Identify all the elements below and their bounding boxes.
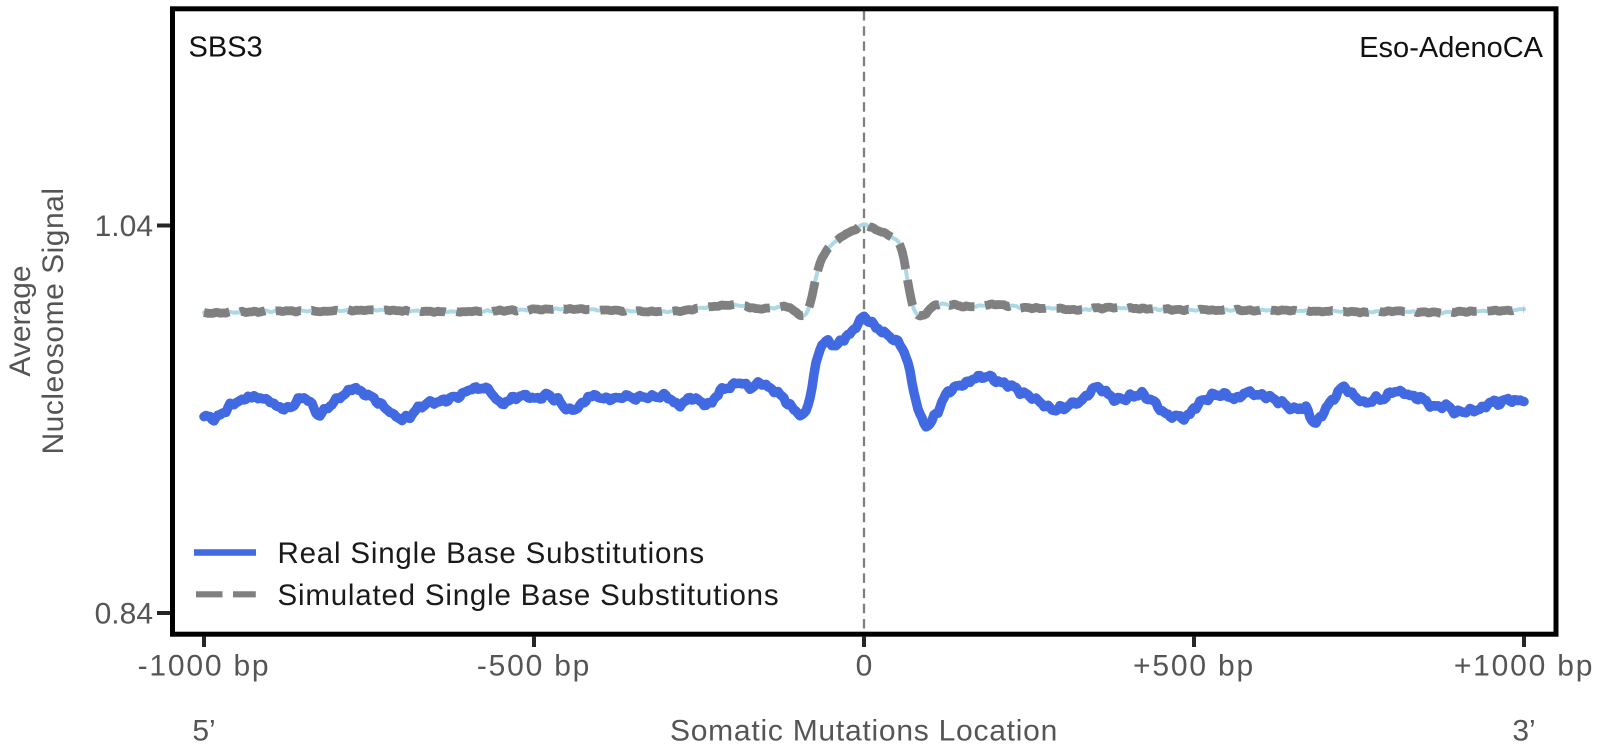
- svg-text:Eso-AdenoCA: Eso-AdenoCA: [1359, 32, 1543, 64]
- svg-text:Somatic Mutations Location: Somatic Mutations Location: [670, 715, 1058, 748]
- svg-text:Simulated Single Base Substitu: Simulated Single Base Substitutions: [278, 579, 780, 612]
- svg-text:5’: 5’: [192, 715, 215, 748]
- svg-text:0.84: 0.84: [95, 598, 153, 631]
- svg-text:1.04: 1.04: [95, 210, 153, 243]
- svg-text:Average: Average: [4, 265, 37, 376]
- svg-text:Real Single Base Substitutions: Real Single Base Substitutions: [278, 537, 705, 570]
- svg-text:-1000 bp: -1000 bp: [138, 650, 271, 683]
- svg-text:Nucleosome Signal: Nucleosome Signal: [37, 188, 70, 455]
- svg-text:0: 0: [856, 650, 873, 683]
- svg-text:+1000 bp: +1000 bp: [1454, 650, 1594, 683]
- svg-text:SBS3: SBS3: [189, 32, 263, 64]
- svg-text:3’: 3’: [1512, 715, 1535, 748]
- svg-text:+500 bp: +500 bp: [1133, 650, 1255, 683]
- svg-text:-500 bp: -500 bp: [477, 650, 591, 683]
